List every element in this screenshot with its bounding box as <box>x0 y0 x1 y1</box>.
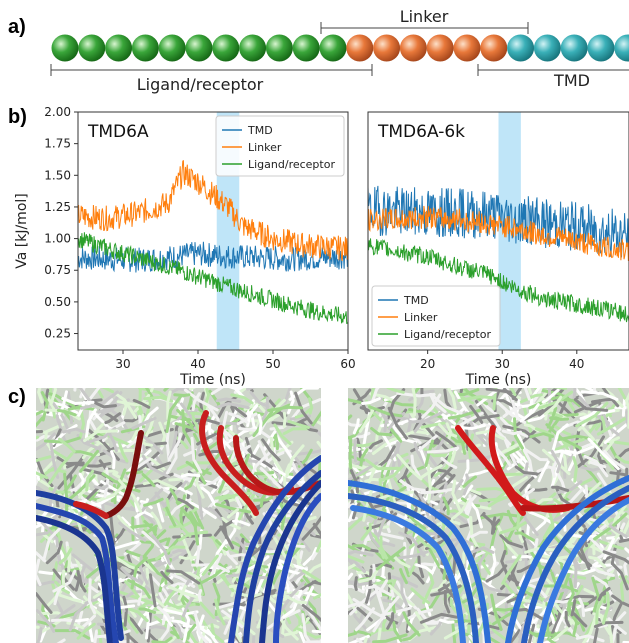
chart-title: TMD6A <box>87 122 149 142</box>
chart-tmd6a: 30 40 50 60 0.25 0.50 0.75 1.00 1.25 1.50 1.75 2.00… <box>14 105 356 388</box>
ligand-receptor-label: Ligand/receptor <box>137 75 264 94</box>
y-tick-label: 1.25 <box>44 200 71 214</box>
charts-panel: 30 40 50 60 0.25 0.50 0.75 1.00 1.25 1.50 1.75 2.00… <box>14 105 629 388</box>
legend-label: Ligand/receptor <box>404 328 491 341</box>
legend-label: Linker <box>248 141 282 154</box>
x-axis-label: Time (ns) <box>179 372 246 388</box>
bead <box>399 34 427 62</box>
series-line-linker <box>77 160 349 261</box>
bead <box>533 34 561 62</box>
bead-chain <box>51 34 629 62</box>
peptide-chains <box>348 425 629 643</box>
bead <box>480 34 508 62</box>
bead <box>131 34 159 62</box>
bead <box>453 34 481 62</box>
bead <box>292 34 320 62</box>
bead <box>185 34 213 62</box>
bead <box>239 34 267 62</box>
y-tick-label: 1.50 <box>44 168 71 182</box>
bead <box>319 34 347 62</box>
bead <box>158 34 186 62</box>
chart-tmd6a-6k: 20 30 40 Time (ns) TMD6A-6k TMD Linker Ligand/r… <box>367 111 629 388</box>
y-axis-label: Va [kJ/mol] <box>14 193 30 269</box>
series-line-ligand-receptor <box>367 238 629 323</box>
x-tick-label: 50 <box>265 357 280 371</box>
bead <box>265 34 293 62</box>
series-line-ligand-receptor <box>77 232 349 325</box>
bead <box>78 34 106 62</box>
x-tick-label: 40 <box>190 357 205 371</box>
bead <box>507 34 535 62</box>
legend-label: TMD <box>403 294 429 307</box>
snapshot-left <box>36 388 321 643</box>
linker-label: Linker <box>400 7 449 26</box>
bead <box>614 34 629 62</box>
y-tick-label: 0.25 <box>44 327 71 341</box>
y-tick-label: 2.00 <box>44 105 71 119</box>
tmd-label: TMD <box>553 71 590 90</box>
bead <box>373 34 401 62</box>
x-tick-label: 40 <box>569 357 584 371</box>
x-tick-label: 30 <box>495 357 510 371</box>
legend <box>215 115 345 177</box>
plot-frame <box>77 111 349 351</box>
bead <box>51 34 79 62</box>
chart-title: TMD6A-6k <box>377 122 465 142</box>
y-tick-label: 0.50 <box>44 295 71 309</box>
legend-label: Ligand/receptor <box>248 158 335 171</box>
series-line-tmd <box>367 185 629 258</box>
bead <box>560 34 588 62</box>
series-line-linker <box>367 205 629 262</box>
legend-label: Linker <box>404 311 438 324</box>
bead <box>426 34 454 62</box>
plot-frame <box>367 111 629 351</box>
y-tick-label: 0.75 <box>44 263 71 277</box>
y-tick-label: 1.75 <box>44 137 71 151</box>
peptide-chains <box>36 410 321 643</box>
panel-label-c: c) <box>8 386 26 408</box>
bead <box>105 34 133 62</box>
series-line-tmd <box>77 241 349 273</box>
bead <box>346 34 374 62</box>
bead <box>587 34 615 62</box>
legend <box>371 285 501 347</box>
bead-schematic: Linker Ligand/receptor TMD <box>50 7 629 94</box>
bead <box>212 34 240 62</box>
panel-label-b: b) <box>8 106 27 128</box>
x-tick-label: 30 <box>115 357 130 371</box>
y-tick-label: 1.00 <box>44 232 71 246</box>
x-tick-label: 60 <box>340 357 355 371</box>
x-axis-label: Time (ns) <box>465 372 532 388</box>
panel-label-a: a) <box>8 16 26 38</box>
x-tick-label: 20 <box>420 357 435 371</box>
legend-label: TMD <box>247 124 273 137</box>
snapshot-right <box>348 388 629 643</box>
